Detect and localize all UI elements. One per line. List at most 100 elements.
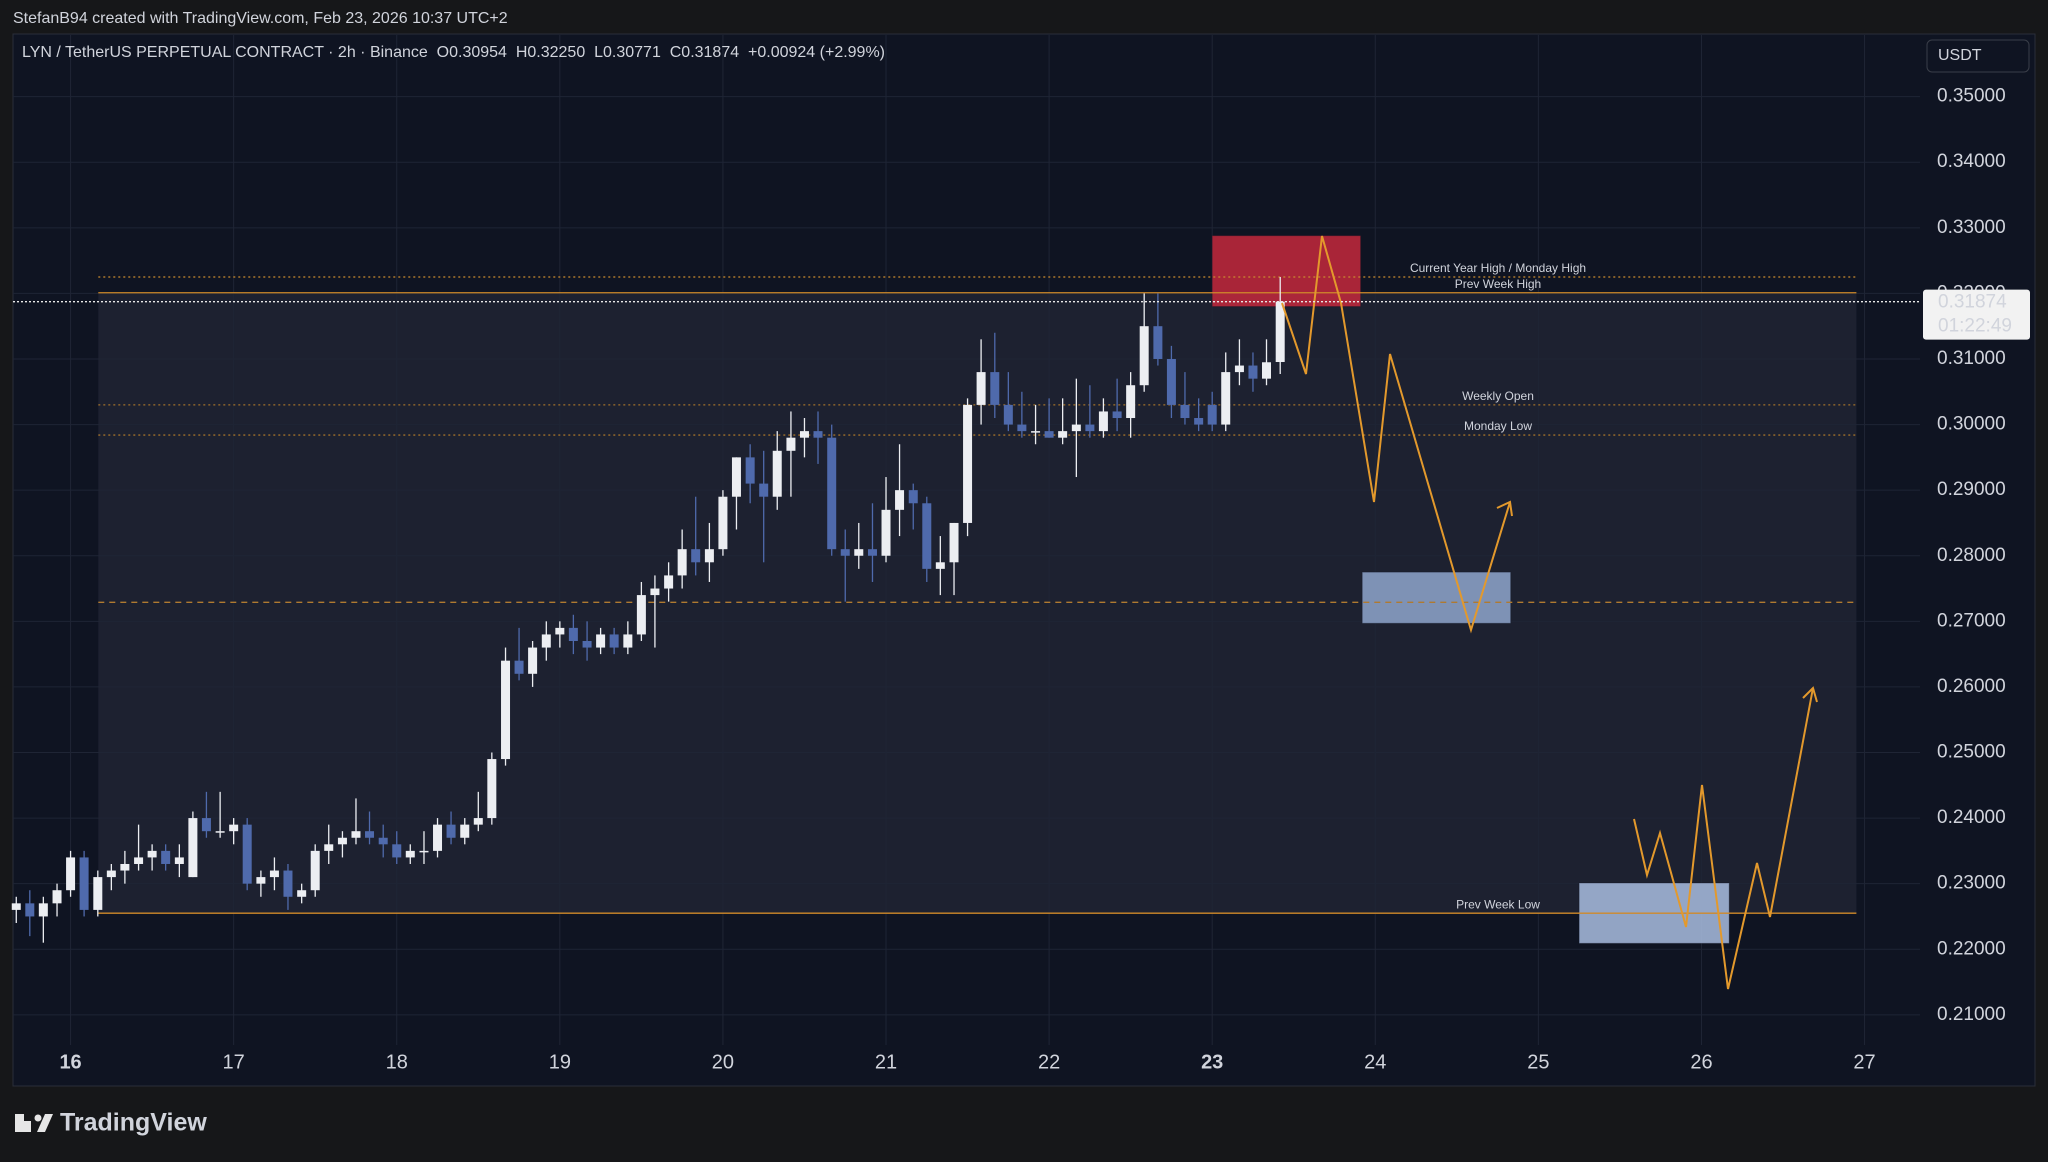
candle-body: [541, 634, 551, 648]
x-tick-label: 16: [59, 1051, 81, 1073]
credit: StefanB94 created with TradingView.com, …: [13, 10, 508, 27]
candle-body: [1153, 326, 1163, 359]
candle-body: [1180, 404, 1190, 419]
candle-body: [799, 431, 809, 438]
candle-body: [1166, 358, 1176, 405]
candle-body: [392, 844, 402, 858]
candle-body: [786, 437, 796, 451]
candle-body: [174, 857, 184, 864]
candle-body: [582, 641, 592, 648]
candle-body: [990, 372, 1000, 405]
level-label: Monday Low: [1464, 419, 1532, 433]
candle-body: [677, 549, 687, 576]
candle-body: [269, 870, 279, 878]
candle-body: [419, 850, 429, 853]
candle-body: [1248, 365, 1258, 379]
candle-body: [1112, 411, 1122, 419]
projection-path: [1281, 235, 1511, 634]
candle-body: [351, 831, 361, 838]
candle-body: [636, 595, 646, 635]
candle-body: [1031, 431, 1041, 433]
candle-body: [79, 857, 89, 910]
y-tick-label: 0.30000: [1937, 414, 2006, 435]
candle-body: [446, 824, 456, 838]
candle-body: [908, 490, 918, 504]
y-tick-label: 0.35000: [1937, 86, 2006, 107]
candle-body: [256, 877, 266, 884]
candle-body: [378, 837, 388, 845]
candle-body: [283, 870, 293, 897]
candle-body: [949, 522, 959, 563]
candle-body: [840, 549, 850, 556]
candle-body: [310, 850, 320, 891]
candle-body: [1058, 431, 1068, 438]
candle-body: [772, 450, 782, 497]
currency-label[interactable]: USDT: [1938, 47, 1982, 64]
projection-arrow: [1496, 500, 1513, 517]
candle-body: [93, 877, 103, 910]
candle-body: [895, 490, 905, 510]
y-tick-label: 0.21000: [1937, 1004, 2006, 1025]
x-tick-label: 22: [1038, 1051, 1060, 1073]
zone: [1211, 235, 1362, 308]
candle-body: [881, 509, 891, 556]
y-tick-label: 0.24000: [1937, 807, 2006, 828]
x-tick-label: 19: [549, 1051, 571, 1073]
y-tick-label: 0.31000: [1937, 348, 2006, 369]
candle-body: [731, 457, 741, 497]
zone: [1361, 571, 1512, 624]
candle-body: [405, 850, 415, 858]
candle-body: [759, 483, 769, 497]
candle-body: [106, 870, 116, 878]
candle-body: [487, 759, 497, 819]
level-label: Current Year High / Monday High: [1410, 261, 1586, 275]
candle-body: [854, 549, 864, 556]
candle-body: [460, 824, 470, 838]
candle-body: [473, 818, 483, 825]
candle-body: [1126, 385, 1136, 419]
candle-body: [745, 457, 755, 484]
y-tick-label: 0.33000: [1937, 217, 2006, 238]
countdown: 01:22:49: [1938, 316, 2012, 337]
candle-body: [555, 627, 565, 635]
last-price-label: 0.31874: [1938, 292, 2007, 313]
candle-body: [147, 850, 157, 858]
candle-body: [827, 437, 837, 550]
candle-body: [1003, 404, 1013, 425]
candle-body: [1139, 326, 1149, 386]
y-tick-label: 0.25000: [1937, 742, 2006, 763]
y-tick-label: 0.27000: [1937, 610, 2006, 631]
candle-body: [501, 660, 511, 760]
candle-body: [691, 549, 701, 563]
level-label: Prev Week Low: [1456, 897, 1540, 911]
candle-body: [528, 647, 538, 674]
candle-body: [188, 818, 198, 878]
x-tick-label: 18: [386, 1051, 408, 1073]
candle-body: [867, 549, 877, 556]
candle-body: [120, 863, 130, 871]
x-tick-label: 23: [1201, 1051, 1223, 1073]
level-label: Weekly Open: [1462, 389, 1534, 403]
candle-body: [596, 634, 606, 648]
candle-body: [650, 588, 660, 596]
candle-body: [976, 372, 986, 405]
candle-body: [433, 824, 443, 851]
last-price-box: [1923, 289, 2030, 340]
candle-body: [324, 844, 334, 851]
candle-body: [664, 575, 674, 589]
candle-body: [38, 903, 48, 917]
candle-body: [66, 857, 76, 891]
candle-body: [1098, 411, 1108, 432]
currency-button[interactable]: [1926, 39, 2030, 73]
x-tick-label: 21: [875, 1051, 897, 1073]
symbol-legend: LYN / TetherUS PERPETUAL CONTRACT · 2h ·…: [22, 44, 885, 61]
candle-body: [337, 837, 347, 845]
candle-body: [229, 824, 239, 832]
y-tick-label: 0.23000: [1937, 873, 2006, 894]
candle-body: [161, 850, 171, 864]
candle-body: [514, 660, 524, 674]
candle-body: [704, 549, 714, 563]
brand-logo: [15, 1114, 53, 1132]
projection-path: [1633, 687, 1814, 990]
